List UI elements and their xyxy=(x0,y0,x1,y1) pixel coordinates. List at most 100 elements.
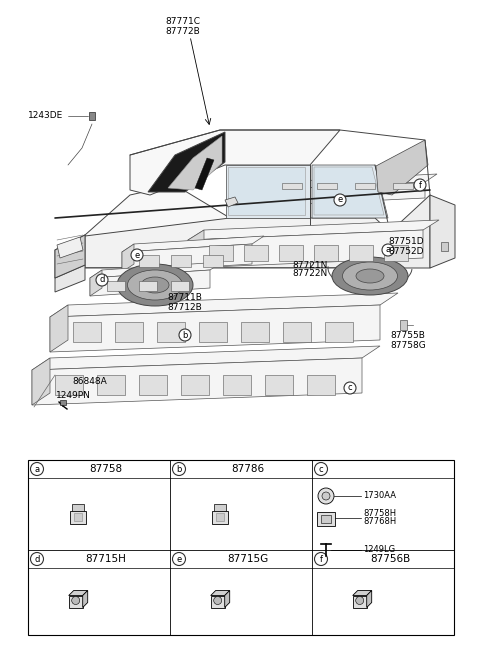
Polygon shape xyxy=(188,230,204,268)
Polygon shape xyxy=(55,235,85,278)
Polygon shape xyxy=(122,236,264,252)
Bar xyxy=(400,320,407,330)
Polygon shape xyxy=(32,358,50,405)
Polygon shape xyxy=(70,511,86,524)
Text: 87751D: 87751D xyxy=(388,238,424,246)
Polygon shape xyxy=(90,262,222,278)
Polygon shape xyxy=(83,591,88,607)
Text: f: f xyxy=(320,555,323,563)
Bar xyxy=(73,322,101,342)
Polygon shape xyxy=(130,130,340,195)
Polygon shape xyxy=(90,270,210,296)
Polygon shape xyxy=(353,595,367,607)
Bar xyxy=(28,460,454,635)
Circle shape xyxy=(322,492,330,500)
Text: 1730AA: 1730AA xyxy=(363,491,396,500)
Circle shape xyxy=(314,553,327,565)
Text: d: d xyxy=(99,276,105,284)
Bar xyxy=(349,245,373,261)
Polygon shape xyxy=(148,132,225,192)
Polygon shape xyxy=(265,182,277,206)
Circle shape xyxy=(96,274,108,286)
Polygon shape xyxy=(225,591,230,607)
Polygon shape xyxy=(216,513,224,521)
Circle shape xyxy=(334,194,346,206)
Bar xyxy=(209,245,233,261)
Bar xyxy=(115,322,143,342)
Circle shape xyxy=(382,244,394,256)
Bar xyxy=(60,400,66,405)
Bar xyxy=(325,322,353,342)
Bar xyxy=(139,281,157,291)
Polygon shape xyxy=(188,220,439,240)
Ellipse shape xyxy=(141,277,169,293)
Polygon shape xyxy=(69,595,83,607)
Text: 87758: 87758 xyxy=(90,464,123,474)
Ellipse shape xyxy=(343,262,397,290)
Text: 87715G: 87715G xyxy=(228,554,269,564)
Polygon shape xyxy=(85,185,230,260)
Ellipse shape xyxy=(128,270,182,300)
Bar xyxy=(283,322,311,342)
Polygon shape xyxy=(390,195,430,268)
Bar xyxy=(199,322,227,342)
Text: 86848A: 86848A xyxy=(72,377,108,386)
Bar xyxy=(97,375,125,395)
Text: 87756B: 87756B xyxy=(370,554,410,564)
Text: 87755B: 87755B xyxy=(390,331,425,339)
Bar xyxy=(393,183,413,189)
Polygon shape xyxy=(367,591,372,607)
Text: a: a xyxy=(35,464,39,474)
Polygon shape xyxy=(265,174,437,190)
Circle shape xyxy=(356,597,364,605)
Polygon shape xyxy=(353,591,372,595)
Text: 87712B: 87712B xyxy=(168,303,203,312)
Polygon shape xyxy=(50,305,68,352)
Text: 1249LG: 1249LG xyxy=(363,546,395,555)
Polygon shape xyxy=(50,305,380,352)
Polygon shape xyxy=(85,218,390,268)
Bar xyxy=(307,375,335,395)
Bar xyxy=(181,375,209,395)
Polygon shape xyxy=(72,504,84,511)
Bar xyxy=(203,255,223,267)
Bar xyxy=(244,245,268,261)
Polygon shape xyxy=(228,167,305,215)
Polygon shape xyxy=(212,511,228,524)
Text: e: e xyxy=(176,555,181,563)
Bar xyxy=(321,515,331,523)
Bar xyxy=(384,245,408,261)
Polygon shape xyxy=(314,167,384,215)
Circle shape xyxy=(72,597,80,605)
Text: 87711B: 87711B xyxy=(168,293,203,303)
Bar xyxy=(107,281,125,291)
Circle shape xyxy=(344,382,356,394)
Text: c: c xyxy=(319,464,324,474)
Bar xyxy=(314,245,338,261)
Polygon shape xyxy=(226,165,310,218)
Text: 1243DE: 1243DE xyxy=(28,111,63,121)
Ellipse shape xyxy=(117,264,193,306)
Circle shape xyxy=(131,249,143,261)
Bar xyxy=(355,183,375,189)
Text: 1249PN: 1249PN xyxy=(56,392,90,400)
Bar xyxy=(441,242,448,251)
Bar xyxy=(139,255,159,267)
Bar xyxy=(241,322,269,342)
Bar xyxy=(139,375,167,395)
Circle shape xyxy=(172,553,185,565)
Polygon shape xyxy=(69,591,88,595)
Polygon shape xyxy=(376,140,428,195)
Text: f: f xyxy=(419,181,421,189)
Text: 87715H: 87715H xyxy=(85,554,127,564)
Text: 87771C: 87771C xyxy=(166,18,201,26)
Polygon shape xyxy=(265,182,425,206)
Circle shape xyxy=(172,462,185,476)
Bar xyxy=(282,183,302,189)
Polygon shape xyxy=(32,346,380,370)
Polygon shape xyxy=(55,235,85,278)
Polygon shape xyxy=(32,358,362,405)
Text: 87752D: 87752D xyxy=(388,246,423,255)
Text: e: e xyxy=(134,250,140,259)
Bar xyxy=(157,322,185,342)
